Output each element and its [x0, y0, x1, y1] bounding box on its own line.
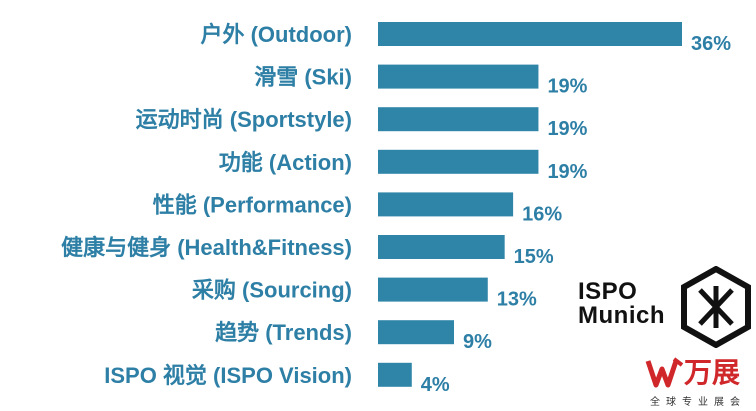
wanzhan-name: 万展 — [684, 356, 741, 389]
value-label: 19% — [547, 118, 587, 140]
bar — [378, 277, 488, 302]
category-label: 健康与健身 (Health&Fitness) — [61, 235, 352, 260]
category-label: ISPO 视觉 (ISPO Vision) — [104, 363, 352, 388]
bar — [378, 64, 539, 89]
category-label: 运动时尚 (Sportstyle) — [136, 107, 352, 132]
value-label: 9% — [463, 331, 492, 353]
category-label: 功能 (Action) — [219, 150, 352, 175]
category-label: 滑雪 (Ski) — [254, 65, 352, 90]
wanzhan-subtitle: 全球专业展会 — [650, 397, 746, 408]
bar — [378, 107, 539, 132]
value-label: 19% — [547, 161, 587, 183]
wanzhan-logo: 万展 全球专业展会 — [644, 355, 756, 411]
bar — [378, 320, 454, 345]
value-label: 36% — [691, 33, 731, 55]
value-label: 13% — [497, 289, 537, 311]
ispo-cross-icon — [681, 266, 751, 348]
ispo-logo-line2: Munich — [578, 302, 665, 329]
category-label: 性能 (Performance) — [153, 192, 352, 217]
wanzhan-mark-icon — [645, 357, 684, 388]
value-label: 15% — [514, 246, 554, 268]
bar — [378, 362, 412, 387]
ispo-logo-line1: ISPO — [578, 278, 638, 305]
bar — [378, 149, 539, 174]
ispo-logo-text: ISPO Munich — [578, 280, 665, 328]
bar — [378, 192, 514, 217]
category-label: 趋势 (Trends) — [215, 320, 352, 345]
bar — [378, 235, 505, 259]
value-label: 19% — [547, 76, 587, 98]
category-label: 采购 (Sourcing) — [192, 278, 352, 303]
value-label: 16% — [522, 203, 562, 225]
bar — [378, 22, 682, 46]
category-label: 户外 (Outdoor) — [200, 22, 352, 47]
value-label: 4% — [421, 374, 450, 396]
ispo-munich-logo: ISPO Munich — [578, 262, 756, 352]
